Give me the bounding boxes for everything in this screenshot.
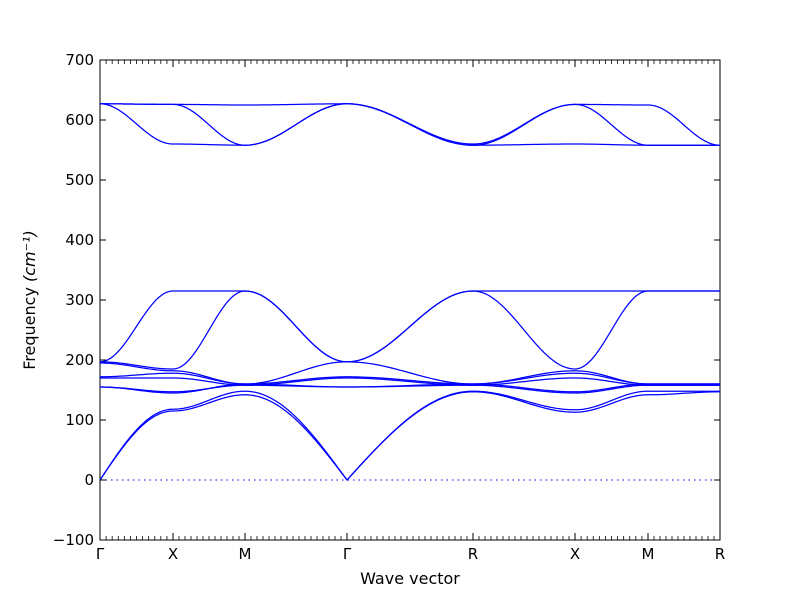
band-line-4 <box>99 383 720 394</box>
band-line-6 <box>99 372 720 385</box>
y-tick-label: 300 <box>65 291 94 309</box>
y-tick-label: 700 <box>65 51 94 69</box>
x-tick-label: X <box>570 545 580 563</box>
x-tick-label: M <box>239 545 252 563</box>
x-tick-label: X <box>168 545 178 563</box>
band-line-2 <box>99 390 720 481</box>
x-tick-label: Γ <box>96 545 105 563</box>
x-axis-label: Wave vector <box>360 569 460 588</box>
band-line-7 <box>99 361 720 385</box>
band-line-5 <box>100 377 720 386</box>
band-line-9 <box>99 290 720 370</box>
y-tick-label: 100 <box>65 411 94 429</box>
plot-area <box>99 59 721 541</box>
x-tick-label: R <box>715 545 725 563</box>
x-tick-label: Γ <box>343 545 352 563</box>
y-tick-label: 400 <box>65 231 94 249</box>
x-tick-label: M <box>642 545 655 563</box>
band-line-1 <box>99 391 720 481</box>
y-tick-label: 0 <box>84 471 94 489</box>
plot-frame <box>99 59 721 541</box>
y-axis-label-text: Frequency <box>20 287 39 370</box>
x-tick-label: R <box>468 545 478 563</box>
band-line-12 <box>100 103 721 146</box>
y-axis-label: Frequency (cm⁻¹) <box>20 230 39 369</box>
y-tick-label: 600 <box>65 111 94 129</box>
y-tick-label: −100 <box>53 531 94 549</box>
y-tick-label: 200 <box>65 351 94 369</box>
y-tick-label: 500 <box>65 171 94 189</box>
y-axis-ticks: −100 0 100 200 300 400 500 600 700 <box>53 51 720 549</box>
y-axis-label-unit: (cm⁻¹) <box>20 230 39 282</box>
